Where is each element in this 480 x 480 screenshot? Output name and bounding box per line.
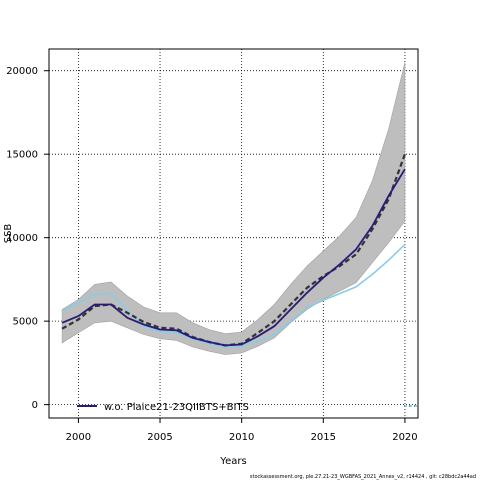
x-tick-label: 2010 [229, 432, 254, 443]
y-tick-label: 5000 [13, 317, 38, 328]
y-axis-ticks: 0 5000 10000 15000 20000 [6, 66, 49, 411]
footer-text: stockassessment.org, ple.27.21-23_WGBFAS… [250, 474, 476, 480]
plot-frame [48, 48, 419, 419]
x-tick-label: 2020 [392, 432, 417, 443]
series-line-0 [61, 168, 406, 347]
x-tick-label: 2015 [311, 432, 336, 443]
series-lines [61, 153, 406, 348]
x-tick-label: 2000 [66, 432, 91, 443]
y-tick-label: 20000 [6, 66, 38, 77]
y-tick-label: 10000 [6, 233, 38, 244]
y-tick-label: 0 [32, 400, 38, 411]
y-axis-label: SSB [3, 224, 14, 244]
x-tick-label: 2005 [147, 432, 172, 443]
legend-entry-label: w.o. Plaice21-23QIIBTS+BITS [104, 402, 249, 413]
y-tick-label: 15000 [6, 150, 38, 161]
x-axis-label: Years [219, 456, 246, 467]
x-axis-ticks: 2000 2005 2010 2015 2020 [66, 418, 418, 443]
series-line-2 [61, 243, 406, 348]
legend: w.o. Plaice21-23QIIBTS+BITS [77, 402, 249, 413]
